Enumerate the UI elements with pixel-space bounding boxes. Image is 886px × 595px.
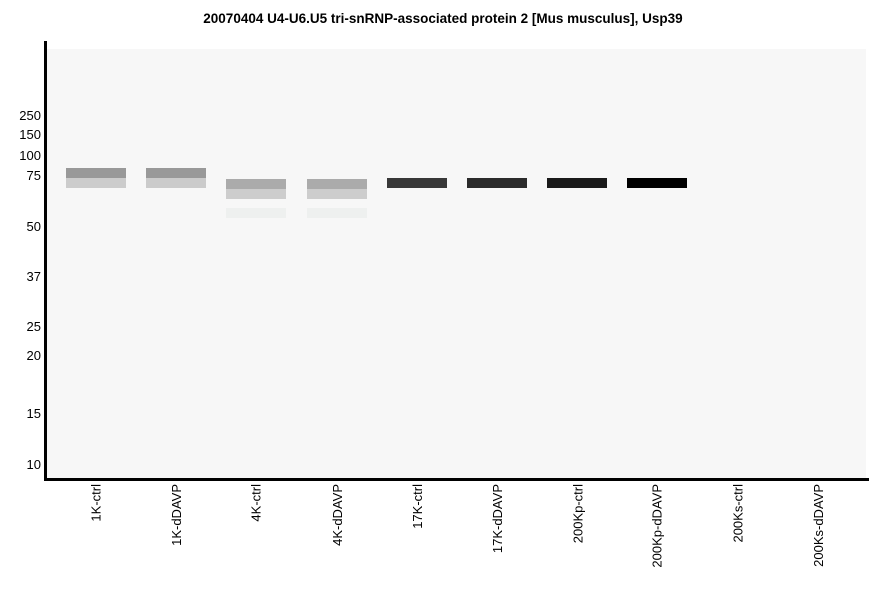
figure-title: 20070404 U4-U6.U5 tri-snRNP-associated p…	[203, 11, 683, 26]
mw-marker-label-15: 15	[26, 406, 41, 421]
mw-marker-label-10: 10	[26, 457, 41, 472]
gel-band-1K-ctrl-1	[66, 168, 126, 178]
mw-marker-label-20: 20	[26, 348, 41, 363]
mw-marker-label-25: 25	[26, 319, 41, 334]
mw-marker-label-37: 37	[26, 269, 41, 284]
y-axis-line	[44, 41, 47, 481]
lane-label-200Kp-ctrl: 200Kp-ctrl	[570, 484, 585, 544]
gel-band-200Kp-dDAVP-1	[627, 178, 687, 188]
lane-label-17K-dDAVP: 17K-dDAVP	[490, 484, 505, 554]
gel-band-4K-dDAVP-1	[307, 179, 367, 189]
mw-marker-label-50: 50	[26, 219, 41, 234]
gel-band-200Kp-ctrl-1	[547, 178, 607, 188]
gel-band-4K-ctrl-1	[226, 179, 286, 189]
lane-label-4K-ctrl: 4K-ctrl	[249, 484, 264, 522]
mw-marker-label-75: 75	[26, 168, 41, 183]
plot-area	[47, 49, 866, 478]
mw-marker-label-150: 150	[19, 127, 41, 142]
lane-label-200Kp-dDAVP: 200Kp-dDAVP	[650, 484, 665, 568]
lane-label-200Ks-dDAVP: 200Ks-dDAVP	[811, 484, 826, 567]
gel-band-4K-dDAVP-2	[307, 189, 367, 199]
lane-label-1K-dDAVP: 1K-dDAVP	[169, 484, 184, 546]
mw-marker-label-100: 100	[19, 148, 41, 163]
gel-band-4K-ctrl-3	[226, 208, 286, 218]
lane-label-4K-dDAVP: 4K-dDAVP	[330, 484, 345, 546]
lane-label-17K-ctrl: 17K-ctrl	[410, 484, 425, 529]
mw-marker-label-250: 250	[19, 108, 41, 123]
gel-band-4K-dDAVP-3	[307, 208, 367, 218]
gel-band-4K-ctrl-2	[226, 189, 286, 199]
gel-band-1K-dDAVP-2	[146, 178, 206, 188]
gel-band-17K-dDAVP-1	[467, 178, 527, 188]
x-axis-line	[44, 478, 869, 481]
gel-band-1K-ctrl-2	[66, 178, 126, 188]
gel-band-1K-dDAVP-1	[146, 168, 206, 178]
lane-label-200Ks-ctrl: 200Ks-ctrl	[731, 484, 746, 543]
lane-label-1K-ctrl: 1K-ctrl	[89, 484, 104, 522]
gel-band-17K-ctrl-1	[387, 178, 447, 188]
